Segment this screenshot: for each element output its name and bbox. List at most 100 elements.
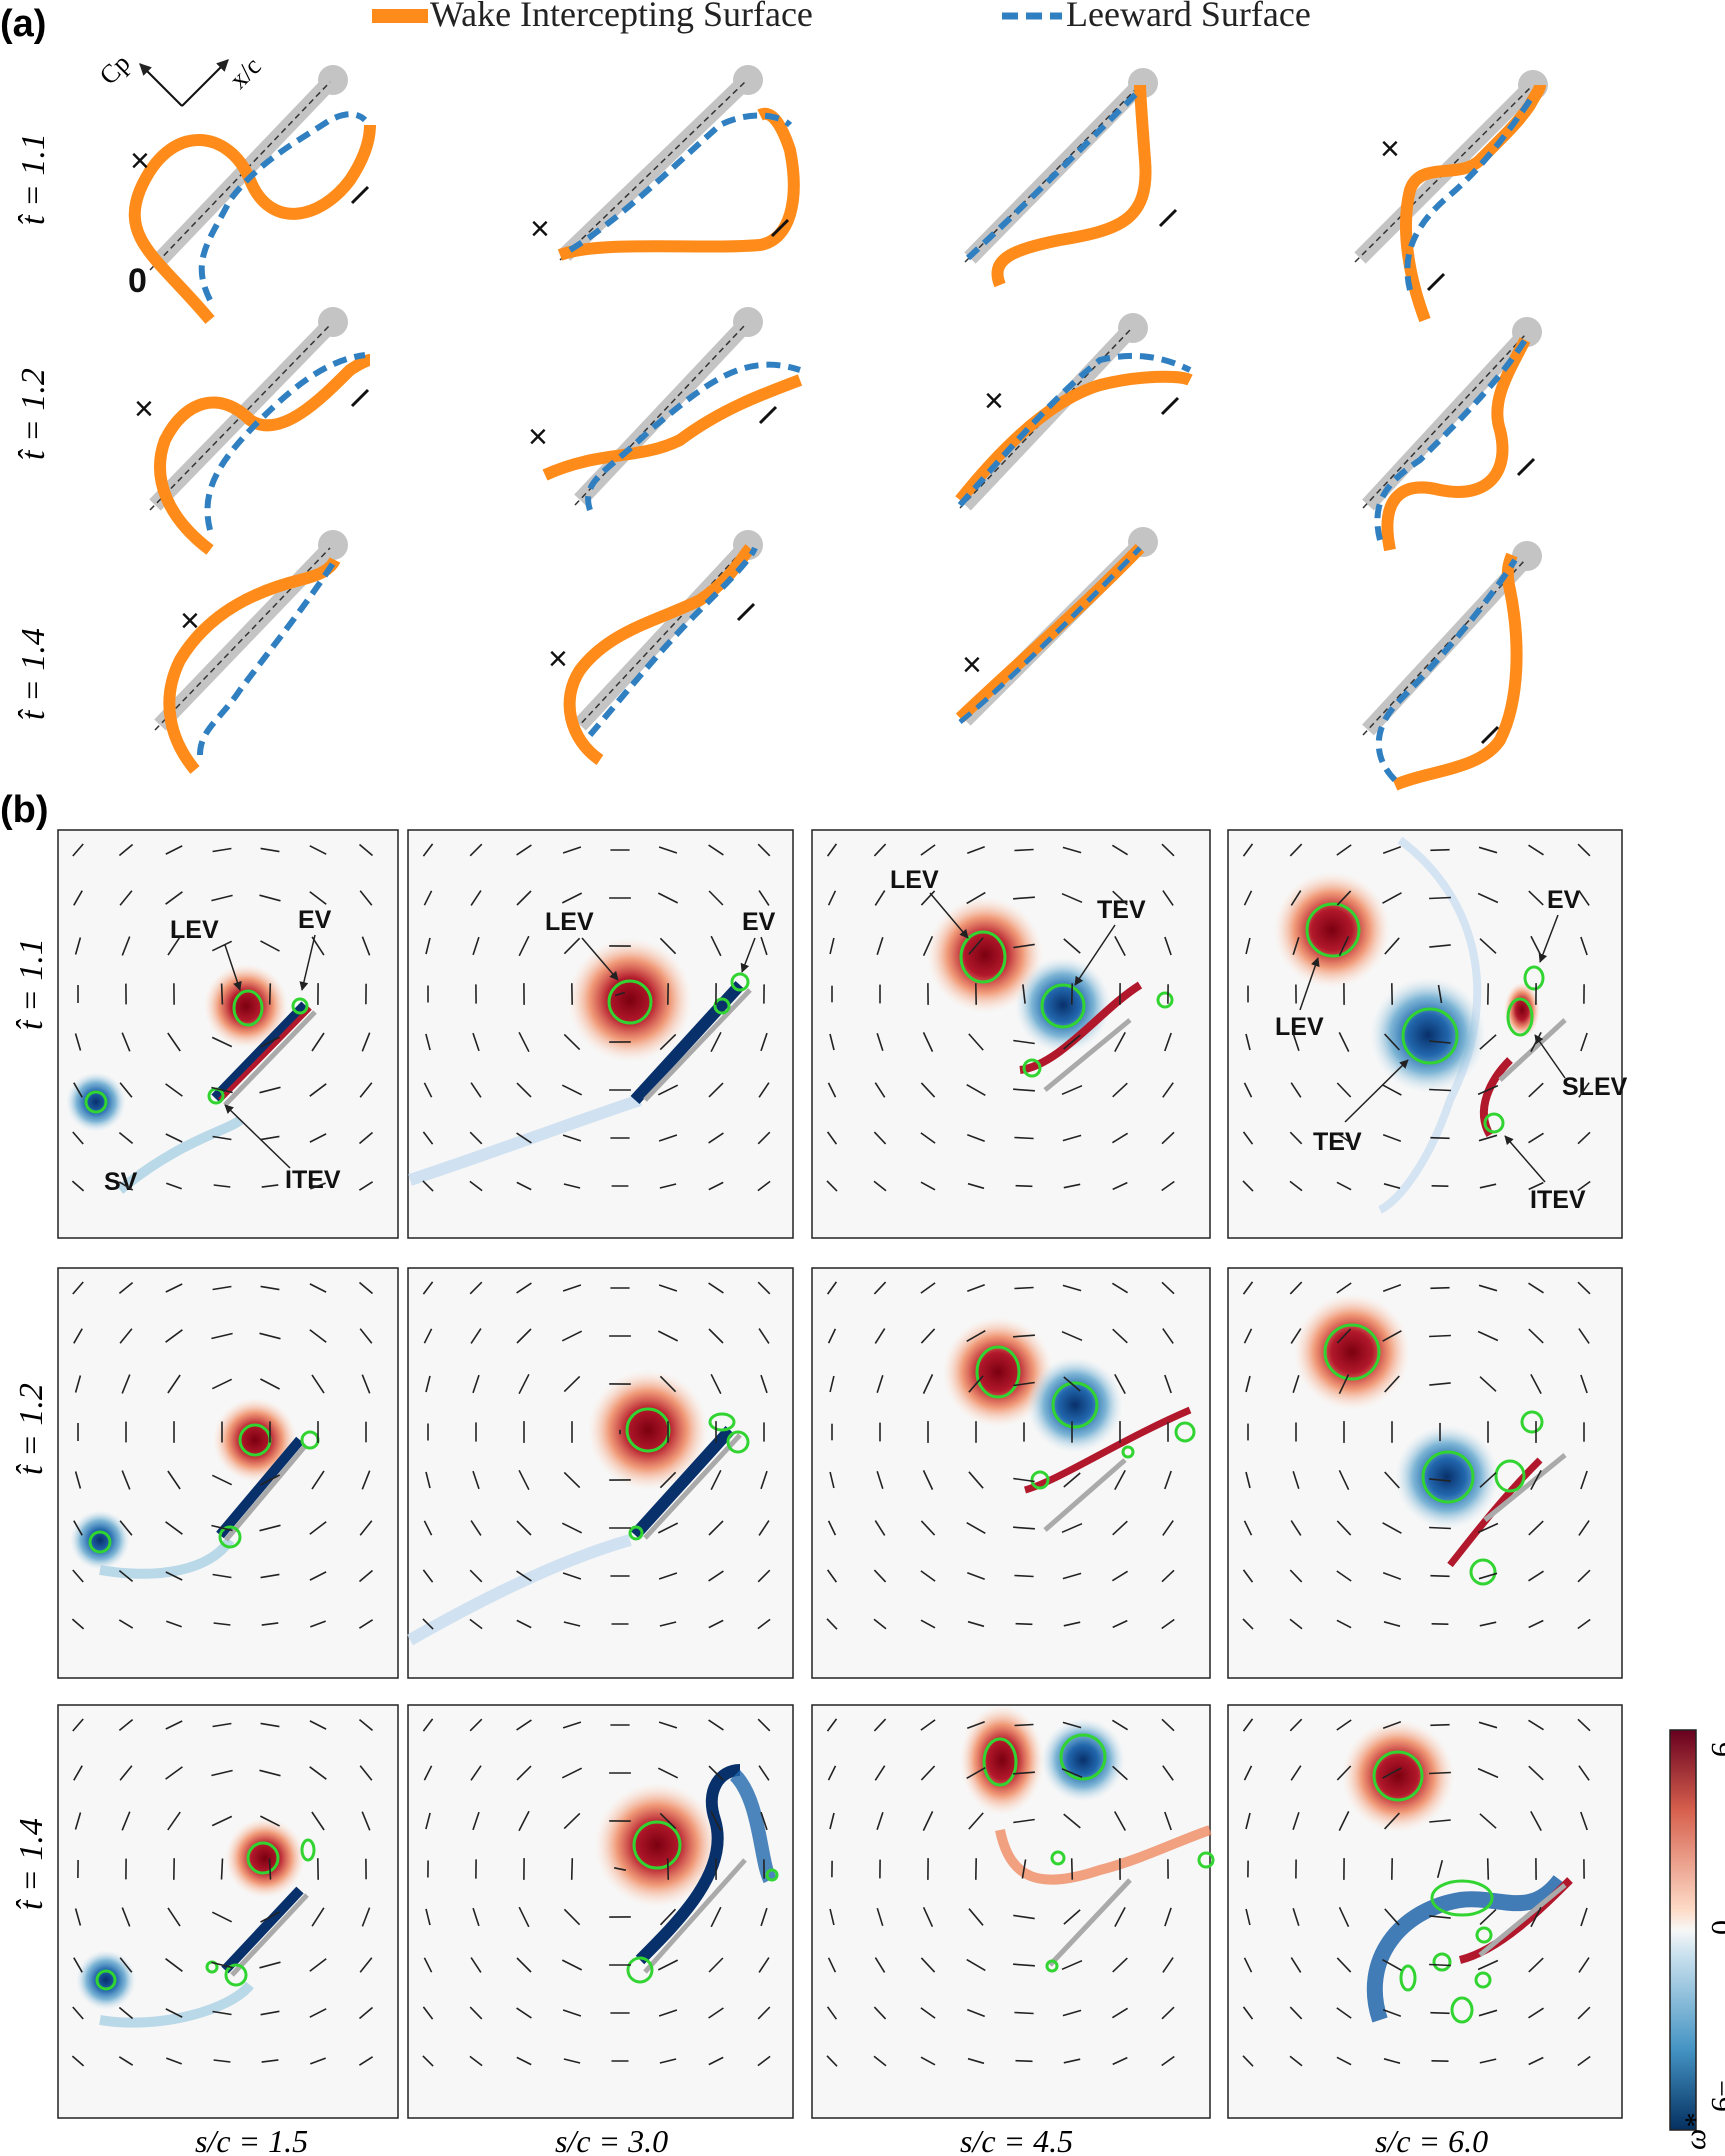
velocity-arrow [1528,1719,1544,1731]
velocity-arrow [1578,1765,1590,1781]
velocity-arrow [920,1765,936,1781]
velocity-arrow [259,1524,281,1532]
velocity-arrow [121,1374,131,1394]
velocity-arrow [1243,1520,1253,1536]
velocity-arrow [826,1618,838,1630]
velocity-arrow [359,1765,373,1781]
velocity-arrow [1013,1381,1035,1387]
velocity-arrow [920,2007,936,2019]
velocity-arrow [220,983,224,1005]
velocity-arrow [920,844,936,856]
velocity-arrow [1577,2055,1591,2067]
velocity-arrow [1161,1718,1175,1732]
velocity-arrow [259,1332,281,1340]
velocity-arrow [563,1471,581,1489]
velocity-arrow [1382,1330,1402,1342]
velocity-arrow [425,1033,431,1051]
velocity-arrow [1577,1281,1591,1295]
velocity-arrow [1578,1082,1590,1098]
velocity-arrow [613,1867,627,1871]
velocity-arrow [967,1720,985,1730]
velocity-arrow [309,1283,327,1293]
velocity-arrow [1245,1471,1251,1489]
velocity-arrow [309,1083,327,1097]
velocity-arrow [1063,1621,1081,1627]
velocity-arrow [1382,846,1402,854]
velocity-arrow [167,1811,181,1831]
a-cell-r1c1: × 0 [128,65,376,324]
velocity-arrow [561,1767,583,1779]
velocity-arrow [1530,1811,1542,1831]
velocity-arrow [167,1470,181,1490]
velocity-arrow [710,1469,722,1491]
velocity-arrow [1114,1374,1126,1394]
velocity-arrow [1338,1373,1350,1395]
velocity-arrow [758,1957,770,1973]
velocity-arrow [1382,2009,1402,2017]
velocity-arrow [570,1858,574,1880]
velocity-arrow [518,1469,530,1491]
velocity-arrow [212,1573,232,1579]
label-ev: EV [298,906,332,934]
velocity-arrow [1292,936,1300,956]
velocity-arrow [423,1520,433,1536]
velocity-arrow [1063,1909,1081,1925]
velocity-arrow [826,1281,838,1295]
velocity-arrow [361,936,371,956]
velocity-arrow [211,1332,233,1340]
velocity-arrow [1479,1183,1497,1189]
velocity-arrow [121,936,131,956]
velocity-arrow [259,1086,281,1094]
velocity-arrow [1290,1520,1302,1536]
velocity-arrow [1383,2058,1401,2064]
velocity-arrow [826,1569,838,1583]
velocity-arrow [658,846,678,854]
velocity-arrow [758,1765,770,1781]
velocity-arrow [309,1133,327,1143]
velocity-arrow [563,937,581,955]
velocity-arrow [166,1182,182,1190]
velocity-arrow [659,2058,677,2064]
velocity-arrow [1477,1959,1499,1971]
velocity-arrow [1577,1718,1591,1732]
velocity-arrow [1243,1082,1253,1098]
velocity-arrow [472,1811,480,1831]
velocity-arrow [827,890,837,906]
velocity-arrow [873,1718,887,1732]
velocity-arrow [1015,1622,1033,1626]
velocity-arrow [1161,1569,1175,1583]
velocity-arrow [1382,892,1402,904]
velocity-arrow [359,1328,373,1344]
velocity-arrow [1477,1330,1499,1342]
velocity-arrow [1577,1180,1591,1192]
velocity-arrow [1429,1915,1451,1919]
velocity-arrow [309,1571,327,1581]
velocity-arrow [1528,1765,1544,1781]
cross-marker: × [134,390,154,428]
velocity-arrow [311,1374,325,1394]
velocity-arrow [309,891,327,905]
velocity-arrow [212,1722,232,1728]
velocity-arrow [260,2010,280,2016]
velocity-arrow [1580,1811,1588,1831]
velocity-arrow [1242,1569,1254,1583]
velocity-arrow [1479,1909,1497,1925]
velocity-arrow [358,2006,374,2020]
velocity-arrow [1063,938,1081,954]
velocity-arrow [1383,1183,1401,1189]
velocity-arrow [422,1281,434,1295]
velocity-arrow [72,1131,84,1145]
velocity-arrow [874,890,886,906]
velocity-arrow [470,1520,482,1536]
a-cell-r3c3: × [955,527,1158,726]
velocity-arrow [309,2008,327,2018]
velocity-arrow [873,1281,887,1295]
colorbar: 9 0 −9 ω* [1669,1729,1725,2150]
velocity-arrow [1015,2059,1033,2063]
label-ev: EV [742,908,776,936]
velocity-arrow [1580,1032,1588,1052]
velocity-arrow [920,1957,936,1973]
velocity-arrow [310,1182,326,1190]
velocity-arrow [518,1031,530,1053]
velocity-arrow [827,1328,837,1344]
